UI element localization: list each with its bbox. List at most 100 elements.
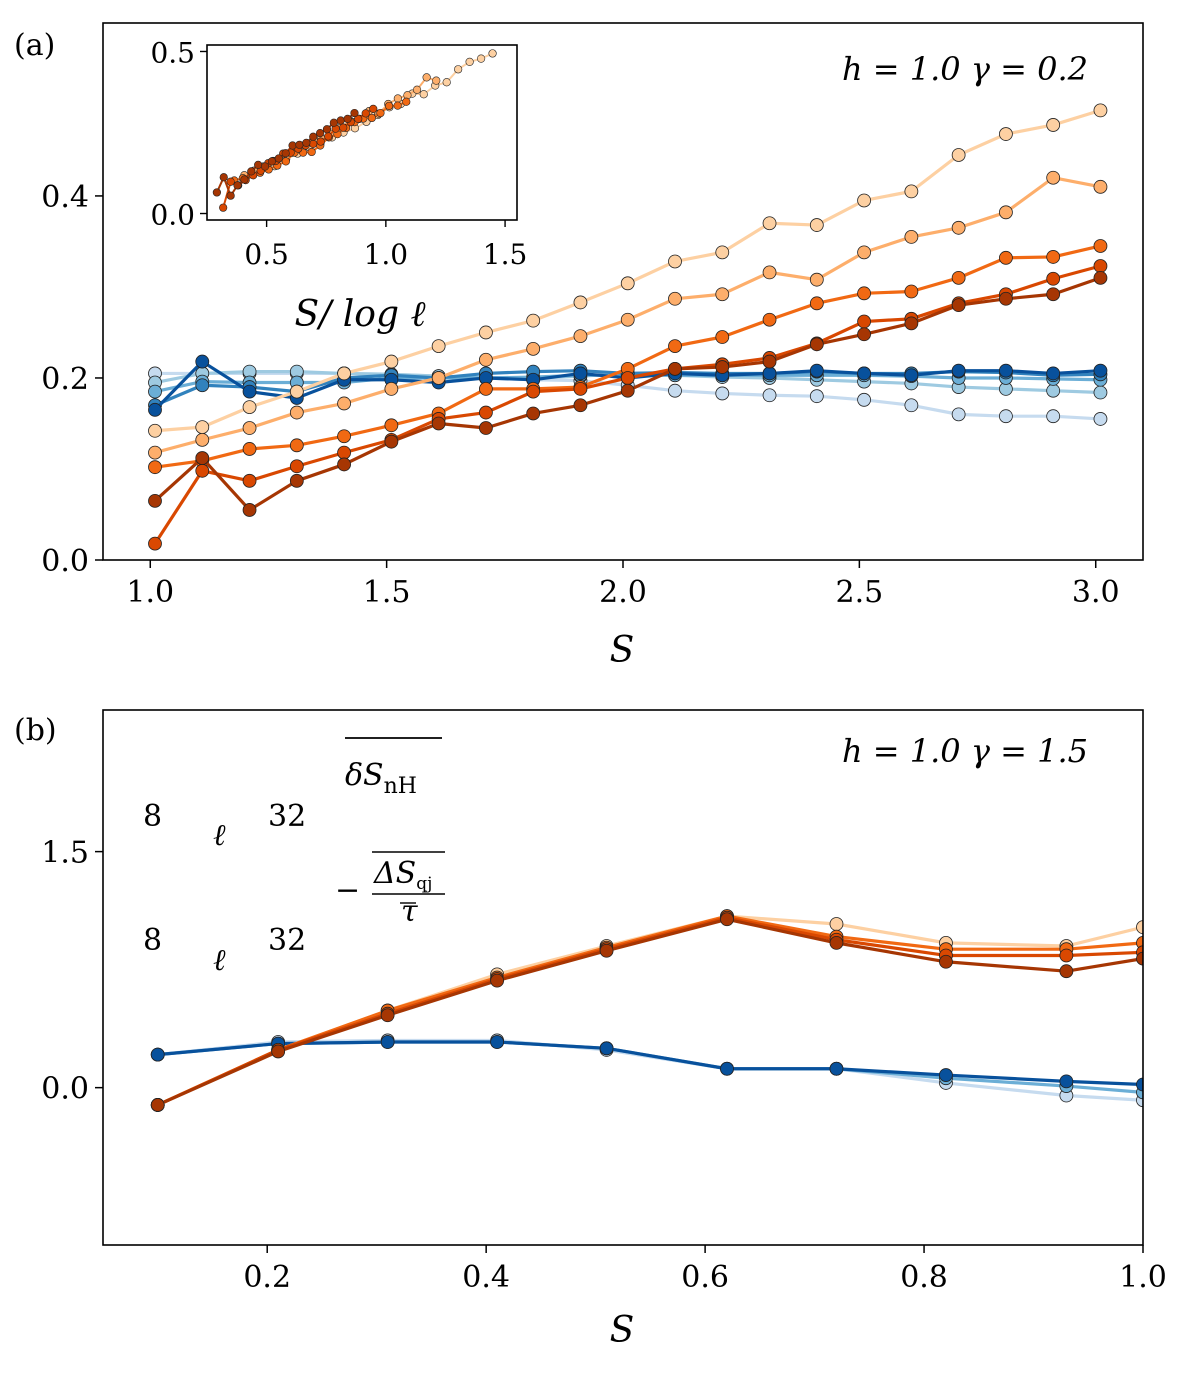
- panel-b-point-blue-4-6: [829, 1061, 844, 1076]
- panel-a-x-ticks: 1.0 1.5 2.0 2.5 3.0: [126, 560, 1120, 610]
- panel-a-point-orange-0-18: [999, 127, 1013, 141]
- panel-a-label: (a): [14, 28, 55, 63]
- panel-a-point-blue-4-9: [573, 366, 588, 381]
- panel-a-point-orange-1-8: [526, 341, 541, 356]
- inset-background: [207, 45, 517, 220]
- panel-a-point-orange-4-5: [384, 434, 399, 449]
- panel-a-point-orange-4-10: [620, 383, 635, 398]
- inset-point-orange-4-9: [274, 154, 283, 163]
- panel-a-y-tick-label-1: 0.2: [41, 362, 89, 397]
- panel-b-y-tick-label-0: 0.0: [41, 1072, 89, 1107]
- inset-point-orange-4-18: [336, 116, 345, 125]
- panel-a-point-orange-0-12: [715, 245, 730, 260]
- panel-a-point-blue-4-0: [148, 402, 162, 417]
- inset-x-tick-label-2: 1.5: [483, 238, 528, 271]
- panel-a-point-blue-4-14: [809, 363, 824, 378]
- inset-point-orange-0-20: [488, 49, 497, 58]
- inset-point-orange-4-15: [315, 129, 325, 138]
- panel-b-point-blue-4-0: [150, 1047, 165, 1062]
- panel-a-point-blue-0-12: [715, 386, 730, 401]
- panel-a-point-orange-3-7: [479, 405, 493, 420]
- panel-a-point-orange-4-18: [999, 291, 1013, 306]
- inset-x-label: S/ log ℓ: [295, 294, 426, 335]
- panel-a-point-orange-2-16: [904, 284, 919, 299]
- panel-a-point-orange-2-0: [148, 460, 162, 475]
- panel-a-point-orange-2-14: [809, 296, 824, 311]
- panel-a-point-blue-4-18: [999, 363, 1013, 378]
- panel-a-point-orange-1-12: [715, 287, 730, 302]
- inset-point-orange-4-1: [219, 173, 228, 182]
- panel-a-point-blue-0-18: [999, 409, 1013, 424]
- legend-blue-var: ℓ: [213, 818, 226, 853]
- panel-a-point-orange-1-15: [857, 245, 871, 260]
- panel-b-point-blue-4-5: [720, 1061, 734, 1076]
- panel-a-point-blue-4-17: [951, 363, 966, 378]
- inset-point-orange-4-4: [240, 175, 249, 184]
- panel-a-point-blue-0-14: [809, 389, 824, 404]
- inset-point-orange-4-14: [309, 132, 318, 141]
- panel-a-point-orange-3-8: [526, 384, 541, 399]
- panel-b-point-blue-4-9: [1136, 1077, 1143, 1092]
- panel-a-point-orange-0-10: [620, 276, 635, 291]
- inset-point-orange-0-14: [419, 90, 428, 99]
- panel-a-point-orange-0-6: [431, 339, 446, 354]
- panel-b-line-blue-0: [157, 1038, 1143, 1102]
- inset-point-orange-3-1: [226, 177, 235, 186]
- panel-a-point-orange-4-1: [195, 451, 210, 465]
- inset-point-orange-0-16: [442, 78, 451, 87]
- panel-a-point-orange-0-16: [904, 184, 919, 199]
- panel-b-point-orange-4-5: [720, 912, 734, 927]
- panel-b-point-orange-4-2: [380, 1008, 395, 1023]
- panel-a-point-orange-3-4: [337, 445, 351, 460]
- inset-point-orange-0-19: [476, 54, 486, 63]
- panel-a-x-tick-label-2: 2.0: [599, 575, 647, 610]
- panel-a-y-ticks: 0.0 0.2 0.4: [41, 180, 103, 579]
- inset-y-ticks: 0.0 0.5: [150, 36, 207, 232]
- inset-point-orange-3-18: [354, 114, 363, 123]
- panel-a-point-orange-0-14: [809, 218, 824, 232]
- legend-blue-label-text: δSnH: [345, 758, 417, 799]
- panel-a-point-orange-1-7: [479, 352, 493, 367]
- inset-frame: [206, 44, 518, 221]
- panel-a-x-tick-label-4: 3.0: [1072, 575, 1120, 610]
- panel-b-line-orange-4: [157, 917, 1143, 1107]
- panel-b-point-orange-4-7: [939, 954, 953, 969]
- panel-a-point-orange-2-12: [715, 330, 730, 344]
- panel-a-point-blue-4-15: [857, 366, 871, 381]
- panel-a-point-orange-4-2: [242, 503, 257, 517]
- panel-a-point-orange-1-11: [668, 291, 682, 306]
- inset-point-orange-0-18: [465, 57, 474, 66]
- panel-b-x-tick-label-2: 0.6: [681, 1260, 729, 1295]
- panel-a-point-orange-4-14: [809, 337, 824, 352]
- panel-a-point-orange-4-13: [762, 354, 777, 369]
- inset-points: [212, 49, 497, 212]
- inset-x-tick-label-1: 1.0: [364, 238, 409, 271]
- inset-point-orange-3-0: [219, 203, 228, 212]
- panel-a-point-orange-0-15: [857, 193, 871, 208]
- panel-a-point-orange-4-20: [1093, 270, 1108, 285]
- panel-a-point-orange-1-3: [289, 405, 304, 420]
- panel-a-y-tick-label-2: 0.4: [41, 180, 89, 215]
- panel-a-point-orange-4-6: [431, 416, 446, 431]
- panel-a-point-orange-4-17: [951, 298, 966, 313]
- panel-a-point-blue-0-20: [1093, 412, 1108, 426]
- panel-a-point-orange-4-16: [904, 316, 919, 331]
- panel-a-point-orange-1-18: [999, 205, 1013, 220]
- panel-a-point-orange-1-6: [431, 371, 446, 385]
- panel-b-point-blue-4-8: [1059, 1074, 1074, 1089]
- panel-b-label: (b): [14, 713, 57, 748]
- panel-a-point-orange-4-3: [289, 473, 304, 488]
- panel-a-point-orange-0-5: [384, 354, 399, 369]
- inset-point-orange-3-20: [369, 104, 378, 113]
- panel-a-point-orange-1-10: [620, 312, 635, 327]
- panel-a-point-orange-0-4: [337, 366, 351, 381]
- panel-a-point-blue-0-17: [951, 407, 966, 422]
- panel-b-point-orange-4-3: [490, 973, 505, 988]
- inset-point-orange-4-5: [247, 167, 256, 176]
- panel-b-point-blue-4-4: [599, 1041, 614, 1056]
- panel-a-point-orange-3-20: [1093, 259, 1108, 273]
- panel-a-point-orange-3-2: [242, 473, 257, 488]
- panel-a-point-blue-0-16: [904, 398, 919, 413]
- inset-point-orange-4-12: [295, 140, 304, 149]
- inset-point-orange-4-10: [281, 149, 290, 158]
